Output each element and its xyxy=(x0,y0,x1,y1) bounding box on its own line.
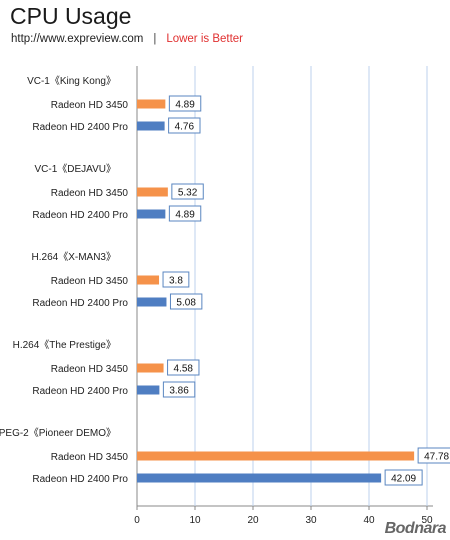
x-tick-label-0: 0 xyxy=(134,515,140,526)
bar xyxy=(137,451,415,461)
value-label-box xyxy=(168,117,201,134)
page-title: CPU Usage xyxy=(10,3,132,29)
bar xyxy=(137,275,160,285)
subtitle: http://www.expreview.com | Lower is Better xyxy=(11,33,243,45)
x-tick-label-20: 20 xyxy=(247,515,259,526)
bar xyxy=(137,209,166,219)
bar-category-label: Radeon HD 3450 xyxy=(51,100,129,111)
value-label: 5.08 xyxy=(176,298,196,309)
value-label-box xyxy=(167,359,200,376)
value-label-box xyxy=(168,95,202,112)
value-label: 4.89 xyxy=(175,100,195,111)
watermark-logo: Bodnara xyxy=(384,520,447,537)
value-label-box xyxy=(171,183,204,200)
value-label-box xyxy=(417,447,450,464)
x-tick-label-40: 40 xyxy=(363,515,375,526)
bar-category-label: Radeon HD 2400 Pro xyxy=(32,386,128,397)
group-label: MPEG-2《Pioneer DEMO》 xyxy=(0,427,116,439)
bar-category-label: Radeon HD 3450 xyxy=(51,364,129,375)
value-label: 3.86 xyxy=(169,386,189,397)
x-tick-label-30: 30 xyxy=(305,515,317,526)
bar-category-label: Radeon HD 3450 xyxy=(51,276,129,287)
bar-category-label: Radeon HD 2400 Pro xyxy=(32,210,128,221)
bar-category-label: Radeon HD 3450 xyxy=(51,452,129,463)
group-label: VC-1《King Kong》 xyxy=(27,75,116,87)
bar xyxy=(137,297,167,307)
bar-category-label: Radeon HD 2400 Pro xyxy=(32,122,128,133)
value-label: 4.58 xyxy=(174,364,194,375)
bar-category-label: Radeon HD 2400 Pro xyxy=(32,474,128,485)
value-label-box xyxy=(162,381,196,398)
source-url: http://www.expreview.com xyxy=(11,33,144,45)
bar xyxy=(137,473,382,483)
value-label: 42.09 xyxy=(391,474,416,485)
value-label-box xyxy=(162,271,190,288)
group-label: H.264《X-MAN3》 xyxy=(32,251,116,263)
value-label-box xyxy=(168,205,202,222)
bar-category-label: Radeon HD 3450 xyxy=(51,188,129,199)
group-label: VC-1《DEJAVU》 xyxy=(35,163,117,175)
bar-category-label: Radeon HD 2400 Pro xyxy=(32,298,128,309)
bar xyxy=(137,121,165,131)
value-label: 5.32 xyxy=(178,188,198,199)
bar xyxy=(137,187,168,197)
group-label: H.264《The Prestige》 xyxy=(13,339,116,351)
bar xyxy=(137,385,160,395)
bar xyxy=(137,99,166,109)
lower-is-better-note: Lower is Better xyxy=(166,33,244,45)
value-label: 4.89 xyxy=(175,210,195,221)
x-tick-label-50: 50 xyxy=(421,515,433,526)
value-label: 3.8 xyxy=(169,276,183,287)
value-label-box xyxy=(384,469,423,486)
subtitle-separator: | xyxy=(153,33,157,45)
value-label-box xyxy=(169,293,203,310)
bar xyxy=(137,363,164,373)
value-label: 4.76 xyxy=(175,122,195,133)
value-label: 47.78 xyxy=(424,452,449,463)
x-tick-label-10: 10 xyxy=(189,515,201,526)
